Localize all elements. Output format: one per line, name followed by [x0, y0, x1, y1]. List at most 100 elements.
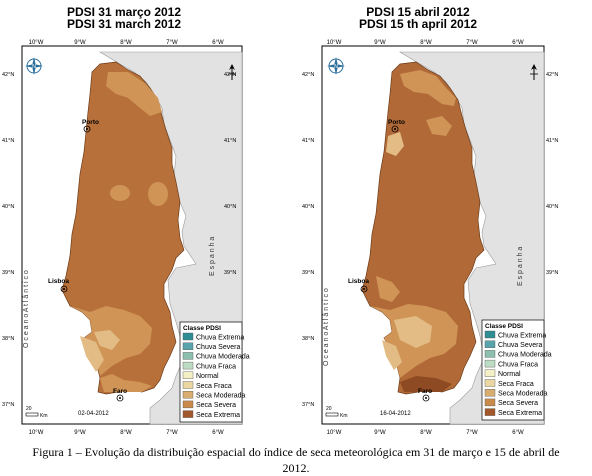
lon-tick: 10°W: [29, 430, 44, 436]
legend-item: Normal: [484, 369, 521, 378]
legend-item: Seca Fraca: [182, 381, 232, 390]
lon-tick: 7°W: [466, 430, 478, 436]
seca-severa-area: [106, 72, 162, 116]
legend-label: Seca Moderada: [196, 393, 246, 400]
lat-tick: 39°N: [224, 270, 236, 276]
figure-caption: Figura 1 – Evolução da distribuição espa…: [0, 444, 592, 476]
legend-swatch: [182, 410, 194, 418]
legend-label: Chuva Moderada: [498, 352, 552, 359]
city-label: Lisboa: [48, 278, 69, 285]
city-porto: Porto: [82, 119, 99, 133]
legend-item: Chuva Moderada: [484, 350, 552, 359]
map-title-april: PDSI 15 abril 2012 PDSI 15 th april 2012: [298, 6, 538, 30]
lat-tick: 38°N: [2, 336, 14, 342]
lon-tick: 6°W: [512, 40, 524, 46]
lon-tick: 8°W: [420, 430, 432, 436]
lat-tick: 40°N: [224, 204, 236, 210]
legend-label: Seca Fraca: [196, 383, 232, 390]
legend-item: Seca Severa: [182, 400, 236, 409]
seca-moderada-area: [394, 316, 432, 348]
title-en: PDSI 15 th april 2012: [358, 17, 478, 31]
scale-value: 20: [26, 406, 32, 412]
legend-label: Chuva Extrema: [196, 334, 244, 341]
lat-tick: 42°N: [224, 72, 236, 78]
north-arrow-icon: [530, 64, 538, 80]
ocean-label: O c e a n o A t l â n t i c o: [323, 288, 330, 366]
legend-label: Seca Extrema: [498, 410, 542, 417]
lat-tick: 37°N: [302, 402, 314, 408]
pdsi-map-march: 10°W 9°W 8°W 7°W 6°W 10°W 9°W 8°W 7°W 6°…: [2, 40, 250, 436]
legend-label: Chuva Extrema: [498, 332, 546, 339]
legend-swatch: [182, 361, 194, 370]
pdsi-map-april: 10°W 9°W 8°W 7°W 6°W 10°W 9°W 8°W 7°W 6°…: [302, 40, 558, 436]
city-lisboa: Lisboa: [48, 278, 69, 293]
title-pt: PDSI 31 março 2012: [66, 5, 182, 19]
lon-tick: 8°W: [420, 40, 432, 46]
legend-swatch: [484, 340, 496, 348]
lat-tick: 41°N: [546, 138, 558, 144]
compass-rose-icon: N: [25, 57, 43, 75]
title-pt: PDSI 15 abril 2012: [366, 5, 470, 19]
compass-label: N: [32, 64, 36, 70]
legend-label: Chuva Fraca: [498, 361, 538, 368]
legend-item: Chuva Moderada: [182, 352, 250, 361]
legend-item: Chuva Fraca: [484, 359, 538, 368]
lat-tick: 41°N: [224, 138, 236, 144]
lat-tick: 39°N: [546, 270, 558, 276]
lon-tick: 7°W: [166, 430, 178, 436]
legend-item: Normal: [182, 371, 219, 380]
lat-tick: 41°N: [302, 138, 314, 144]
scale-unit: Km: [340, 413, 348, 419]
lat-tick: 42°N: [2, 72, 14, 78]
spain-label: E s p a n h a: [209, 237, 216, 276]
legend-swatch: [484, 398, 496, 407]
date-stamp: 16-04-2012: [380, 411, 411, 417]
seca-extrema-area: [400, 376, 452, 392]
seca-severa-area: [100, 374, 152, 392]
city-label: Porto: [388, 119, 405, 126]
latitude-ticks: 42°N 41°N 40°N 39°N 38°N 37°N 42°N 41°N …: [2, 72, 236, 408]
legend-swatch: [182, 352, 194, 360]
scale-bar: 20 Km: [325, 406, 348, 419]
legend-item: Chuva Severa: [182, 342, 240, 351]
scale-bar: 20 Km: [25, 406, 48, 419]
lon-tick: 7°W: [466, 40, 478, 46]
lat-tick: 39°N: [302, 270, 314, 276]
lat-tick: 37°N: [2, 402, 14, 408]
legend-swatch: [484, 379, 496, 387]
lon-tick: 8°W: [120, 40, 132, 46]
north-arrow-icon: [228, 64, 236, 80]
legend: Classe PDSI Chuva Extrema Chuva Severa Chu…: [179, 321, 250, 423]
legend-item: Chuva Extrema: [484, 330, 546, 339]
legend-item: Seca Extrema: [182, 410, 240, 419]
legend-label: Normal: [196, 373, 219, 380]
legend-label: Chuva Severa: [196, 344, 240, 351]
lon-tick: 10°W: [327, 430, 342, 436]
lon-tick: 7°W: [166, 40, 178, 46]
legend-swatch: [484, 359, 496, 368]
legend-item: Chuva Fraca: [182, 361, 236, 370]
legend-item: Chuva Severa: [484, 340, 542, 349]
city-porto: Porto: [388, 119, 405, 133]
city-faro: Faro: [113, 388, 127, 402]
legend-swatch: [484, 389, 496, 397]
lon-tick: 9°W: [374, 40, 386, 46]
legend-item: Seca Severa: [484, 398, 538, 407]
legend-swatch: [182, 332, 194, 341]
legend-item: Chuva Extrema: [182, 332, 244, 341]
lon-tick: 10°W: [29, 40, 44, 46]
legend-label: Seca Severa: [498, 400, 538, 407]
seca-severa-area: [426, 116, 452, 136]
lon-tick: 9°W: [74, 430, 86, 436]
legend-item: Seca Moderada: [484, 389, 548, 398]
map-title-march: PDSI 31 março 2012 PDSI 31 march 2012: [4, 6, 244, 30]
seca-severa-area: [376, 276, 400, 302]
seca-severa-area: [400, 70, 456, 106]
legend: Classe PDSI Chuva Extrema Chuva Severa Chu…: [481, 319, 552, 421]
legend-item: Seca Moderada: [182, 391, 246, 400]
caption-line-2: 2012.: [282, 461, 310, 475]
lon-tick: 9°W: [74, 40, 86, 46]
legend-swatch: [484, 369, 496, 377]
legend-swatch: [182, 381, 194, 389]
legend-label: Normal: [498, 371, 521, 378]
